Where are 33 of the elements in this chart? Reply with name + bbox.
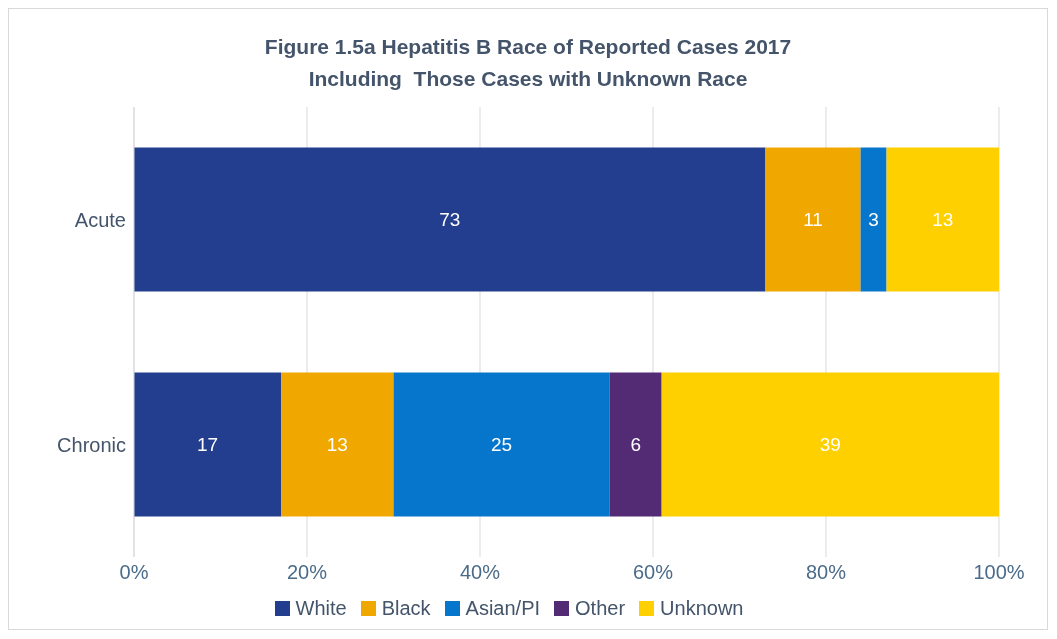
bar bbox=[860, 147, 887, 292]
legend-label: Asian/PI bbox=[464, 597, 541, 620]
legend-label: Unknown bbox=[659, 597, 744, 620]
bar bbox=[134, 372, 282, 517]
x-tick-label: 0% bbox=[119, 561, 149, 584]
data-label: 39 bbox=[819, 434, 841, 456]
chart-subtitle: Including Those Cases with Unknown Race bbox=[307, 66, 749, 92]
bar bbox=[281, 372, 394, 517]
legend-label: Other bbox=[574, 597, 626, 620]
legend-label: Black bbox=[380, 597, 431, 620]
bar bbox=[661, 372, 999, 517]
data-label: 13 bbox=[932, 209, 954, 231]
x-tick-label: 40% bbox=[459, 561, 501, 584]
data-label: 17 bbox=[196, 434, 219, 456]
bar bbox=[134, 147, 766, 292]
data-label: 3 bbox=[868, 209, 879, 231]
data-label: 11 bbox=[803, 209, 823, 231]
legend-label: White bbox=[294, 597, 347, 620]
x-tick-label: 80% bbox=[805, 561, 847, 584]
bar bbox=[765, 147, 861, 292]
data-label: 13 bbox=[326, 434, 348, 456]
chart-title: Figure 1.5a Hepatitis B Race of Reported Cases 2017 bbox=[263, 34, 793, 60]
bar bbox=[393, 372, 610, 517]
x-tick-label: 20% bbox=[286, 561, 328, 584]
y-tick-label: Acute bbox=[74, 208, 126, 231]
x-tick-label: 60% bbox=[632, 561, 674, 584]
bar bbox=[886, 147, 999, 292]
bar bbox=[609, 372, 662, 517]
y-tick-label: Chronic bbox=[57, 433, 126, 456]
x-tick-label: 100% bbox=[973, 561, 1025, 584]
data-label: 6 bbox=[630, 434, 641, 456]
data-label: 25 bbox=[491, 434, 513, 456]
data-label: 73 bbox=[439, 209, 461, 231]
